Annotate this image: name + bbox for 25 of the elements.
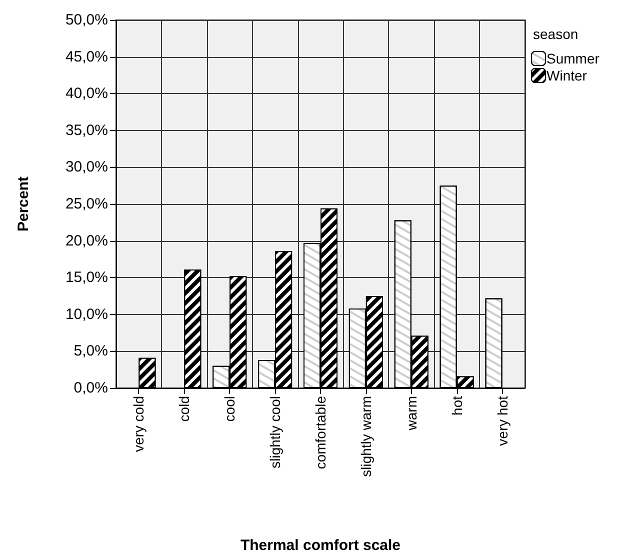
- legend-title: season: [533, 26, 578, 42]
- x-tick-label: warm: [403, 396, 420, 432]
- x-tick-label: very hot: [494, 396, 510, 446]
- y-tick-label: 35,0%: [65, 122, 108, 139]
- x-tick-label: hot: [448, 396, 465, 416]
- y-tick-label: 45,0%: [65, 48, 108, 66]
- x-tick-label: cool: [222, 396, 238, 422]
- y-tick-label: 50,0%: [65, 12, 108, 28]
- y-tick-label: 10,0%: [65, 306, 108, 323]
- x-tick-label: very cold: [130, 396, 147, 452]
- y-tick-label: 30,0%: [65, 158, 108, 176]
- legend-label: Winter: [546, 68, 588, 84]
- y-tick-label: 40,0%: [65, 85, 108, 102]
- y-tick-label: 5,0%: [74, 342, 108, 360]
- x-tick-label: comfortable: [312, 396, 328, 470]
- y-tick-label: 25,0%: [65, 196, 108, 212]
- x-axis-title: Thermal comfort scale: [240, 537, 401, 554]
- x-tick-label: slightly cool: [267, 396, 284, 468]
- y-tick-label: 0,0%: [74, 380, 108, 396]
- y-tick-label: 15,0%: [65, 269, 108, 286]
- y-axis-title: Percent: [15, 176, 32, 232]
- legend-label: Summer: [546, 50, 600, 66]
- y-tick-label: 20,0%: [65, 232, 108, 250]
- x-tick-label: slightly warm: [358, 396, 374, 477]
- x-tick-label: cold: [176, 396, 192, 422]
